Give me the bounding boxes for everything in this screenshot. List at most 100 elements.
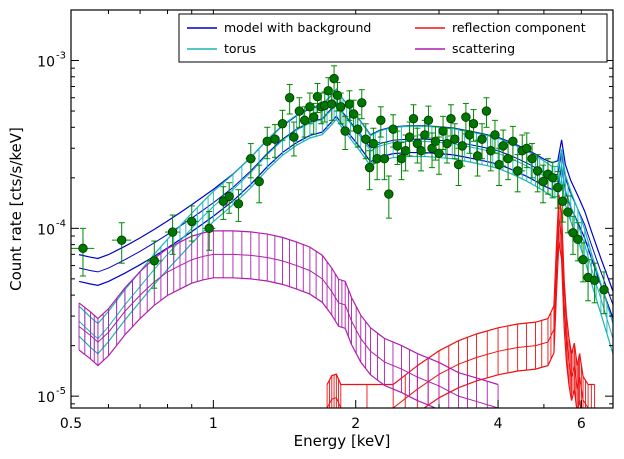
data-point-58 [457,141,467,151]
data-point-16 [294,106,305,116]
data-point-48 [420,130,430,140]
data-point-1 [116,235,127,245]
data-point-37 [376,115,386,126]
data-point-79 [553,182,563,193]
legend-entry-reflection: reflection component [452,20,586,35]
x-tick-label-1: 1 [209,416,218,432]
data-point-73 [522,143,532,153]
data-point-19 [308,112,319,122]
series-line-1-1 [78,103,613,340]
data-point-8 [233,199,244,209]
data-point-46 [412,138,423,149]
legend-box [178,13,608,63]
series-line-2-2 [423,241,582,408]
data-point-69 [503,153,513,164]
data-point-45 [408,114,419,124]
data-point-51 [430,136,441,147]
data-point-60 [464,130,475,140]
data-point-75 [532,166,543,176]
data-point-64 [481,106,492,116]
legend-entry-torus: torus [224,41,256,56]
data-point-4 [187,216,197,227]
data-point-5 [204,223,214,234]
x-tick-label-2: 2 [351,416,360,432]
series-band-3 [78,230,499,408]
data-point-0 [78,243,88,254]
data-point-70 [508,136,518,147]
data-point-67 [494,159,504,170]
series-line-2-1 [326,218,595,408]
data-point-10 [254,176,264,187]
data-point-55 [446,114,456,124]
series-line-0-0 [78,88,613,292]
data-point-87 [599,285,609,295]
series-line-1-0 [78,87,613,325]
y-tick-label-2: 10 [37,55,55,71]
data-point-63 [477,134,487,144]
y-tick-exponent-1: -4 [56,218,66,229]
data-point-34 [364,162,375,173]
data-point-9 [246,153,256,164]
series-line-3-1 [78,253,499,408]
data-point-25 [329,73,339,84]
y-axis-label: Count rate [cts/s/keV] [7,127,25,291]
series-line-3-2 [78,277,438,408]
data-point-35 [368,138,379,149]
x-tick-label-0: 0.5 [60,416,82,432]
data-point-31 [353,124,363,134]
data-point-49 [423,115,434,126]
data-point-54 [442,138,452,149]
plot-frame [70,9,614,409]
data-point-2 [149,256,159,266]
axis-tick-labels: 0.5 1 2 4 610-510-410-3 [37,51,586,432]
legend-entry-model: model with background [224,20,371,35]
data-point-24 [327,99,337,109]
data-point-11 [262,136,272,147]
y-tick-label-1: 10 [37,222,55,238]
data-point-28 [340,126,350,136]
legend-entry-scattering: scattering [452,41,515,56]
data-point-57 [453,159,464,170]
legend: model with background torus reflection c… [178,13,608,63]
data-point-82 [568,228,578,238]
data-point-20 [312,91,323,102]
data-point-74 [527,153,537,164]
x-tick-label-3: 4 [494,416,503,432]
data-point-27 [336,102,346,112]
data-point-40 [388,124,398,134]
data-point-39 [384,189,394,199]
data-point-80 [558,196,568,206]
data-point-68 [498,141,508,151]
data-point-43 [400,146,411,156]
data-point-42 [396,153,407,164]
data-point-76 [538,176,548,187]
data-point-83 [573,234,583,245]
data-point-52 [434,148,444,158]
series-line-3-0 [78,230,499,386]
data-point-12 [270,134,280,144]
data-point-44 [404,132,415,142]
data-point-78 [548,173,558,183]
data-point-86 [589,275,600,286]
data-point-14 [284,93,295,103]
series-band-2 [326,194,596,408]
data-point-29 [344,99,355,109]
data-point-33 [361,134,371,144]
data-point-61 [468,119,479,129]
data-point-3 [167,227,178,237]
data-point-15 [289,132,299,142]
data-point-59 [461,112,471,122]
y-tick-exponent-0: -5 [56,386,66,397]
data-point-7 [224,191,234,202]
x-axis-label: Energy [keV] [294,432,391,450]
data-point-13 [277,119,288,129]
data-point-66 [490,130,500,140]
plot-area [71,65,613,408]
y-tick-exponent-2: -3 [56,51,66,62]
data-point-81 [563,207,573,217]
data-point-32 [357,98,367,108]
data-points [71,65,609,315]
data-point-56 [450,134,460,144]
